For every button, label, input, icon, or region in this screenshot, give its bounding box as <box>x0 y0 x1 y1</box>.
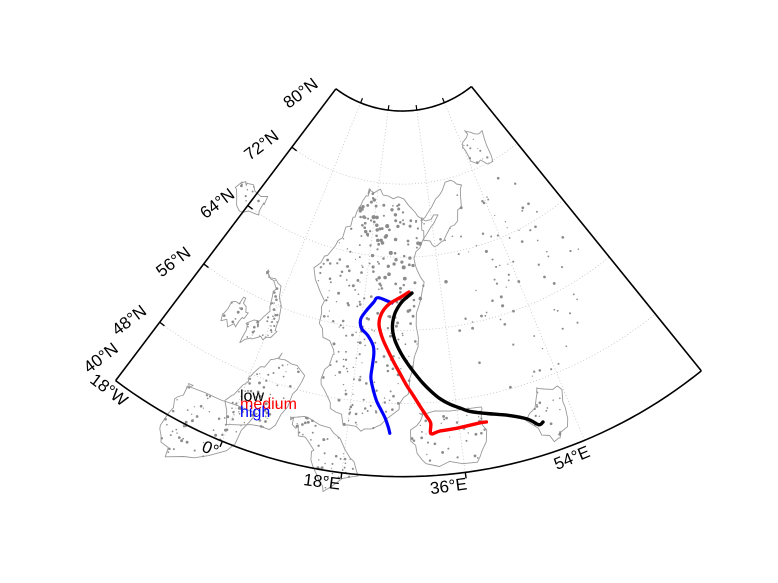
svg-text:36°E: 36°E <box>429 474 468 498</box>
svg-text:64°N: 64°N <box>196 185 238 223</box>
svg-text:56°N: 56°N <box>152 243 194 281</box>
svg-text:18°E: 18°E <box>302 470 341 494</box>
svg-text:0°: 0° <box>199 437 221 461</box>
svg-text:80°N: 80°N <box>280 74 322 112</box>
svg-text:54°E: 54°E <box>551 442 593 474</box>
svg-text:48°N: 48°N <box>108 301 150 339</box>
svg-text:72°N: 72°N <box>241 126 283 164</box>
svg-text:18°W: 18°W <box>87 370 132 410</box>
